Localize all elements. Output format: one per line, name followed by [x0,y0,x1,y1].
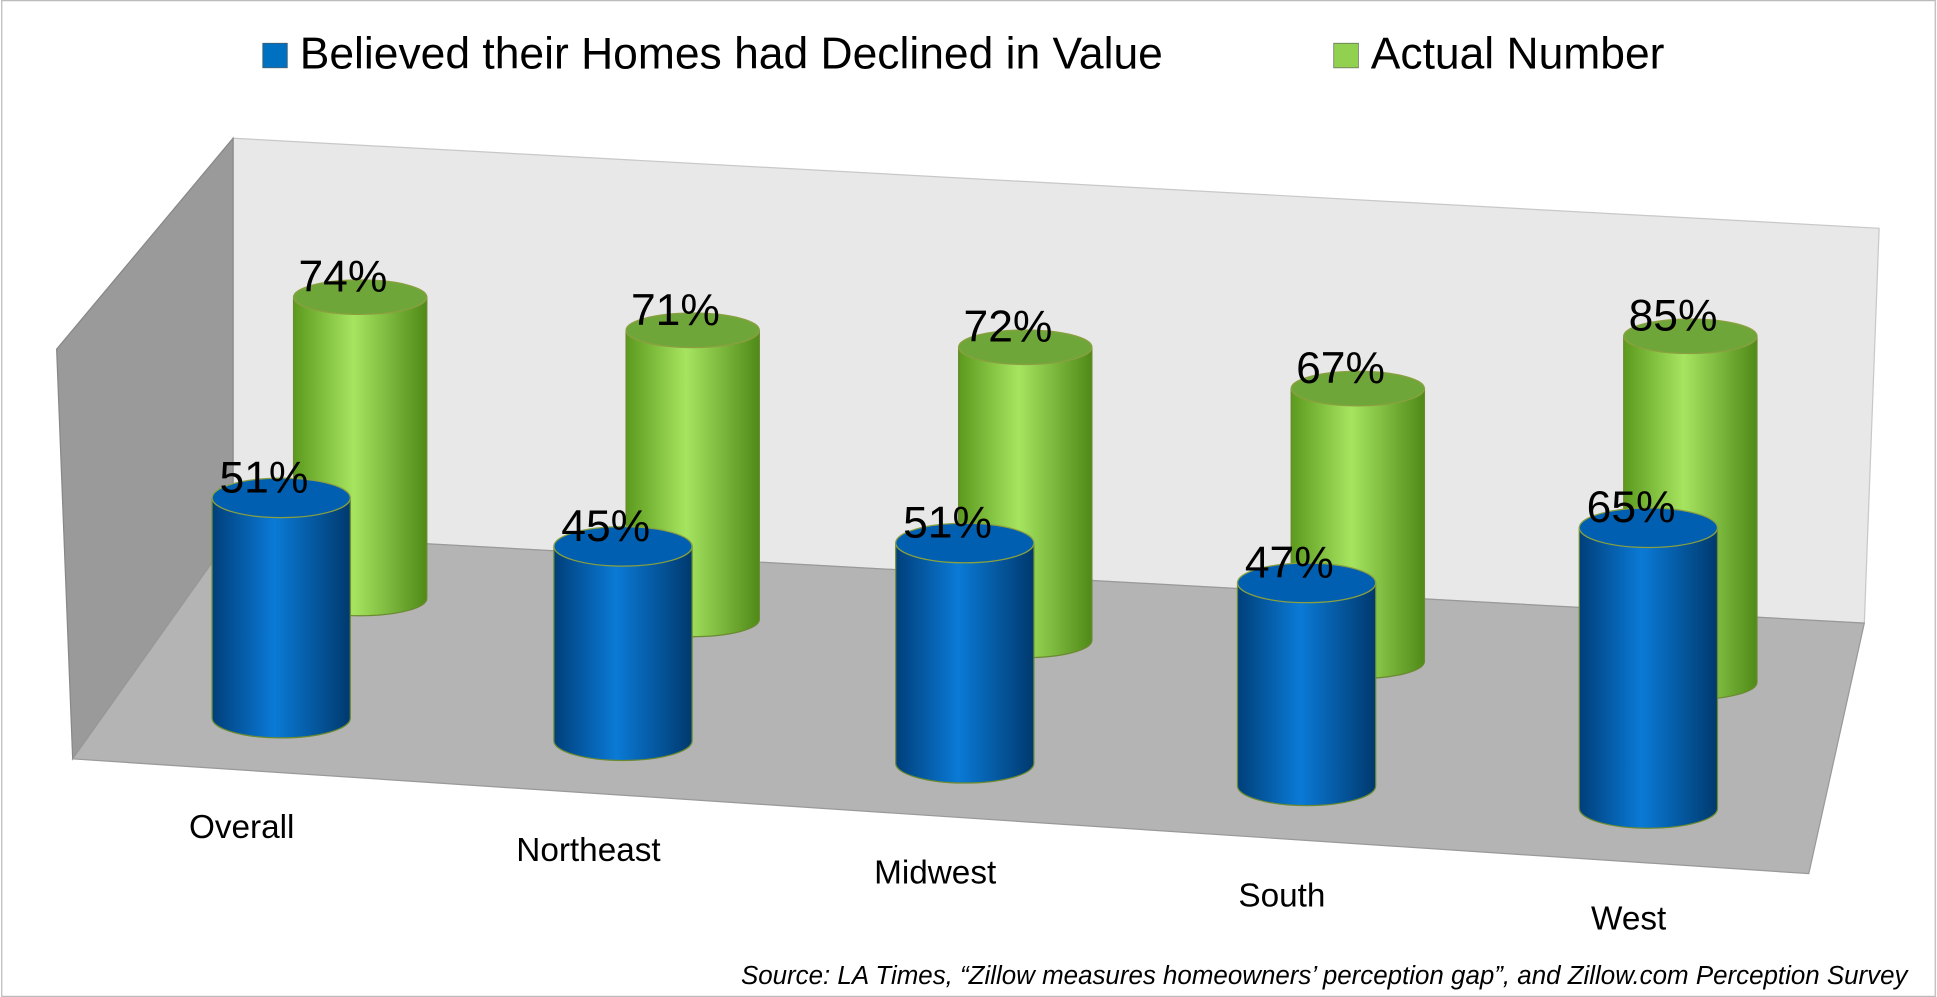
data-label: 67% [1296,344,1385,393]
cylinder-top [211,477,351,519]
cylinder-top [1623,318,1758,355]
data-label: 72% [964,303,1053,352]
data-label: 47% [1245,538,1334,587]
cylinder-top [625,312,760,349]
cylinder-top [1290,370,1426,407]
data-label: 51% [903,499,992,548]
category-label: South [1238,877,1325,914]
legend-label: Actual Number [1371,29,1665,78]
cylinder [1578,507,1719,829]
cylinder-top [1578,507,1719,549]
data-label: 65% [1587,483,1676,532]
data-label: 45% [561,502,650,551]
data-label: 51% [219,453,308,502]
cylinder [553,526,693,762]
category-label: West [1591,900,1666,937]
cylinder [211,477,351,739]
source-note: Source: LA Times, “Zillow measures homeo… [741,962,1910,990]
cylinder [1236,562,1377,807]
cylinder-top [292,279,428,316]
category-label: Northeast [516,832,660,869]
category-label: Overall [189,809,294,846]
data-label: 74% [298,253,387,302]
cylinder-top [958,329,1093,366]
cylinder-body [1578,527,1719,829]
cylinder-top [895,522,1035,564]
cylinder-top [553,526,693,567]
cylinder-top [1236,562,1377,604]
legend-swatch [262,42,288,69]
cylinder-body [211,497,351,739]
cylinder-body [895,542,1035,784]
cylinder-body [553,545,693,762]
cylinder-body [1236,582,1377,807]
legend-label: Believed their Homes had Declined in Val… [300,29,1163,78]
data-label: 85% [1629,292,1718,341]
data-label: 71% [631,286,720,335]
cylinder [895,522,1035,784]
legend-swatch [1333,42,1359,69]
category-label: Midwest [874,855,996,892]
